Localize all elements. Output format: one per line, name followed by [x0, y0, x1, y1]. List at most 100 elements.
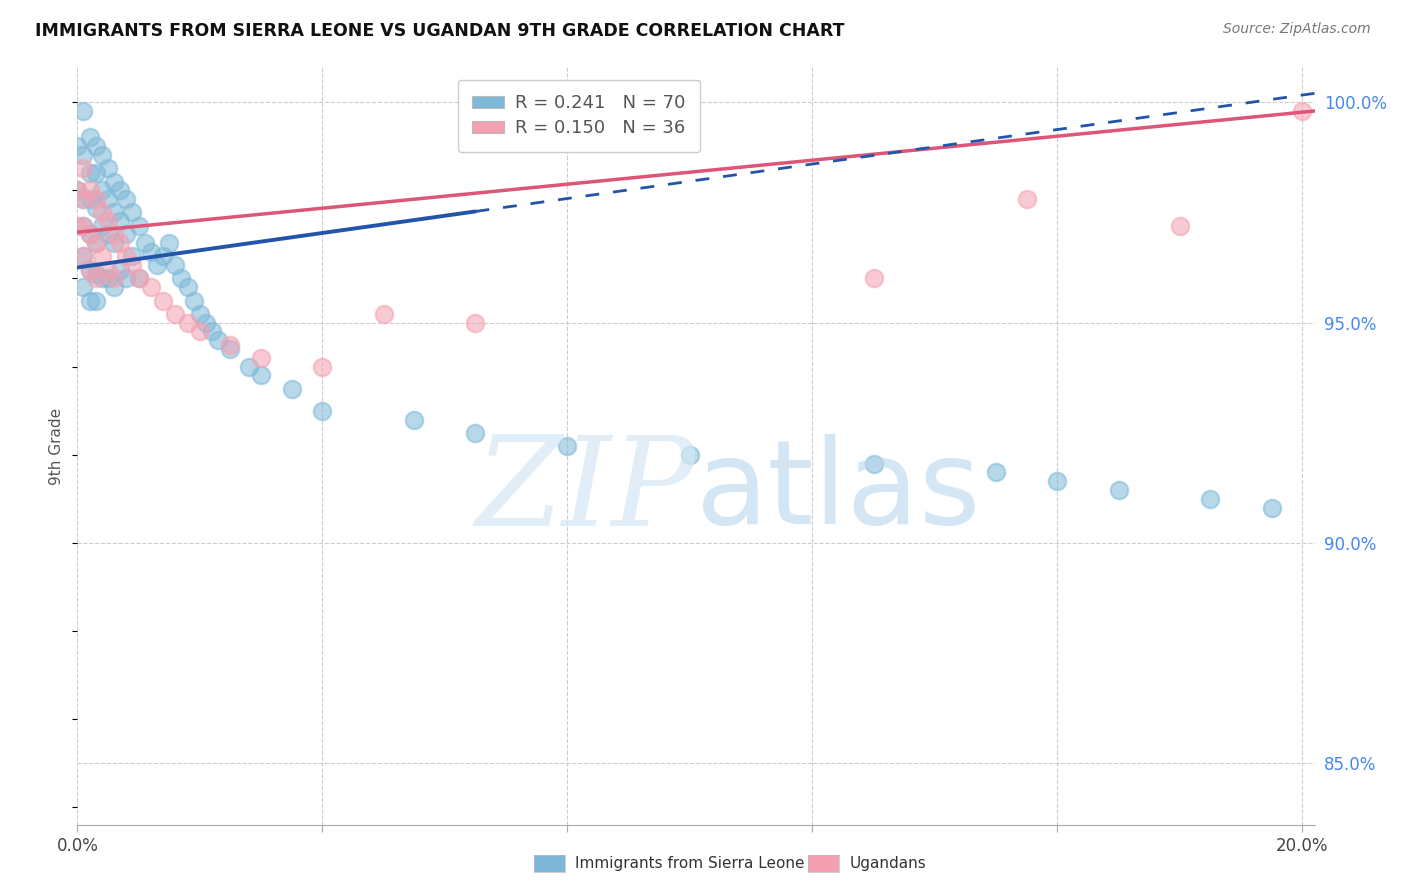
Point [311, 403, 333, 417]
Point [72, 192, 94, 206]
Point [79, 166, 101, 180]
Point [115, 271, 138, 285]
Point [280, 382, 302, 396]
Point [72, 219, 94, 233]
Point [194, 316, 217, 330]
Point [103, 236, 125, 251]
Point [90, 205, 112, 219]
Text: IMMIGRANTS FROM SIERRA LEONE VS UGANDAN 9TH GRADE CORRELATION CHART: IMMIGRANTS FROM SIERRA LEONE VS UGANDAN … [35, 22, 845, 40]
Point [97, 214, 120, 228]
Point [79, 262, 101, 277]
Point [90, 271, 112, 285]
Point [121, 205, 143, 219]
Point [121, 249, 143, 263]
Point [84, 192, 107, 206]
Point [97, 271, 120, 285]
Point [66, 183, 89, 197]
Point [121, 258, 143, 272]
Point [103, 271, 125, 285]
Point [66, 139, 89, 153]
Point [679, 448, 702, 462]
Point [146, 258, 169, 272]
Point [79, 293, 101, 308]
Point [250, 351, 273, 365]
Point [128, 271, 150, 285]
Point [72, 249, 94, 263]
Point [157, 236, 180, 251]
Point [128, 219, 150, 233]
Point [219, 342, 242, 356]
Point [84, 271, 107, 285]
Point [1015, 192, 1038, 206]
Point [108, 183, 131, 197]
Point [90, 148, 112, 162]
Point [183, 293, 205, 308]
Point [103, 227, 125, 242]
Point [84, 139, 107, 153]
Point [250, 368, 273, 383]
Point [152, 293, 174, 308]
Point [219, 337, 242, 351]
Point [97, 262, 120, 277]
Point [1199, 491, 1222, 506]
Point [1291, 103, 1313, 118]
Point [108, 262, 131, 277]
Point [84, 267, 107, 281]
Point [97, 227, 120, 242]
Point [1046, 475, 1069, 489]
Point [97, 192, 120, 206]
Point [1261, 500, 1284, 515]
Point [90, 249, 112, 263]
Point [188, 325, 211, 339]
Point [984, 466, 1007, 480]
Point [79, 262, 101, 277]
Point [176, 280, 198, 294]
Point [72, 249, 94, 263]
Point [557, 439, 579, 453]
Point [72, 192, 94, 206]
Point [79, 227, 101, 242]
Point [72, 280, 94, 294]
Point [84, 293, 107, 308]
Point [72, 219, 94, 233]
Point [103, 280, 125, 294]
Point [165, 307, 187, 321]
Point [90, 183, 112, 197]
Point [238, 359, 260, 374]
Point [1108, 483, 1130, 497]
Point [103, 205, 125, 219]
Point [72, 103, 94, 118]
Point [152, 249, 174, 263]
Point [79, 192, 101, 206]
Point [115, 249, 138, 263]
Point [115, 227, 138, 242]
Point [170, 271, 193, 285]
Legend: R = 0.241   N = 70, R = 0.150   N = 36: R = 0.241 N = 70, R = 0.150 N = 36 [457, 79, 700, 152]
Point [84, 236, 107, 251]
Point [311, 359, 333, 374]
Point [108, 214, 131, 228]
Point [90, 219, 112, 233]
Point [139, 245, 162, 260]
Point [97, 161, 120, 176]
Point [108, 236, 131, 251]
Point [404, 412, 426, 426]
Text: ZIP: ZIP [475, 431, 696, 552]
Point [79, 130, 101, 145]
Point [862, 457, 884, 471]
Point [207, 333, 229, 347]
Point [134, 236, 156, 251]
Point [84, 236, 107, 251]
Point [103, 174, 125, 188]
Point [176, 316, 198, 330]
Point [373, 307, 395, 321]
Point [862, 271, 884, 285]
Point [128, 271, 150, 285]
Point [72, 161, 94, 176]
Point [79, 227, 101, 242]
Point [1168, 219, 1191, 233]
Point [139, 280, 162, 294]
Point [84, 201, 107, 215]
Point [165, 258, 187, 272]
Point [201, 325, 224, 339]
